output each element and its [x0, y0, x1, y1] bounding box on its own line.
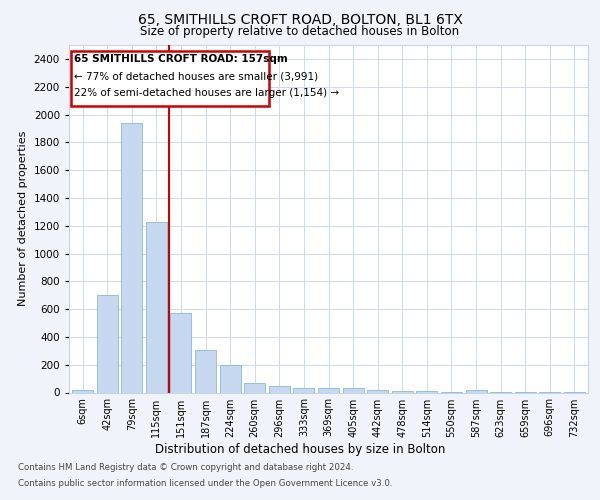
Bar: [416, 391, 437, 392]
Bar: [343, 388, 364, 392]
Bar: [72, 390, 93, 392]
Text: ← 77% of detached houses are smaller (3,991): ← 77% of detached houses are smaller (3,…: [74, 72, 318, 82]
Bar: [195, 350, 216, 393]
Bar: [170, 312, 191, 392]
Text: Contains public sector information licensed under the Open Government Licence v3: Contains public sector information licen…: [18, 478, 392, 488]
Bar: [121, 123, 142, 392]
Y-axis label: Number of detached properties: Number of detached properties: [18, 131, 28, 306]
Bar: [367, 390, 388, 392]
Text: Contains HM Land Registry data © Crown copyright and database right 2024.: Contains HM Land Registry data © Crown c…: [18, 464, 353, 472]
Bar: [97, 294, 118, 392]
Text: 65 SMITHILLS CROFT ROAD: 157sqm: 65 SMITHILLS CROFT ROAD: 157sqm: [74, 54, 287, 64]
Bar: [392, 391, 413, 392]
Bar: [71, 50, 269, 106]
Bar: [244, 383, 265, 392]
Text: Size of property relative to detached houses in Bolton: Size of property relative to detached ho…: [140, 25, 460, 38]
Text: 65, SMITHILLS CROFT ROAD, BOLTON, BL1 6TX: 65, SMITHILLS CROFT ROAD, BOLTON, BL1 6T…: [137, 12, 463, 26]
Bar: [146, 222, 167, 392]
Bar: [269, 386, 290, 392]
Bar: [466, 390, 487, 392]
Bar: [220, 364, 241, 392]
Bar: [293, 388, 314, 392]
Text: 22% of semi-detached houses are larger (1,154) →: 22% of semi-detached houses are larger (…: [74, 88, 339, 98]
Text: Distribution of detached houses by size in Bolton: Distribution of detached houses by size …: [155, 442, 445, 456]
Bar: [318, 388, 339, 392]
